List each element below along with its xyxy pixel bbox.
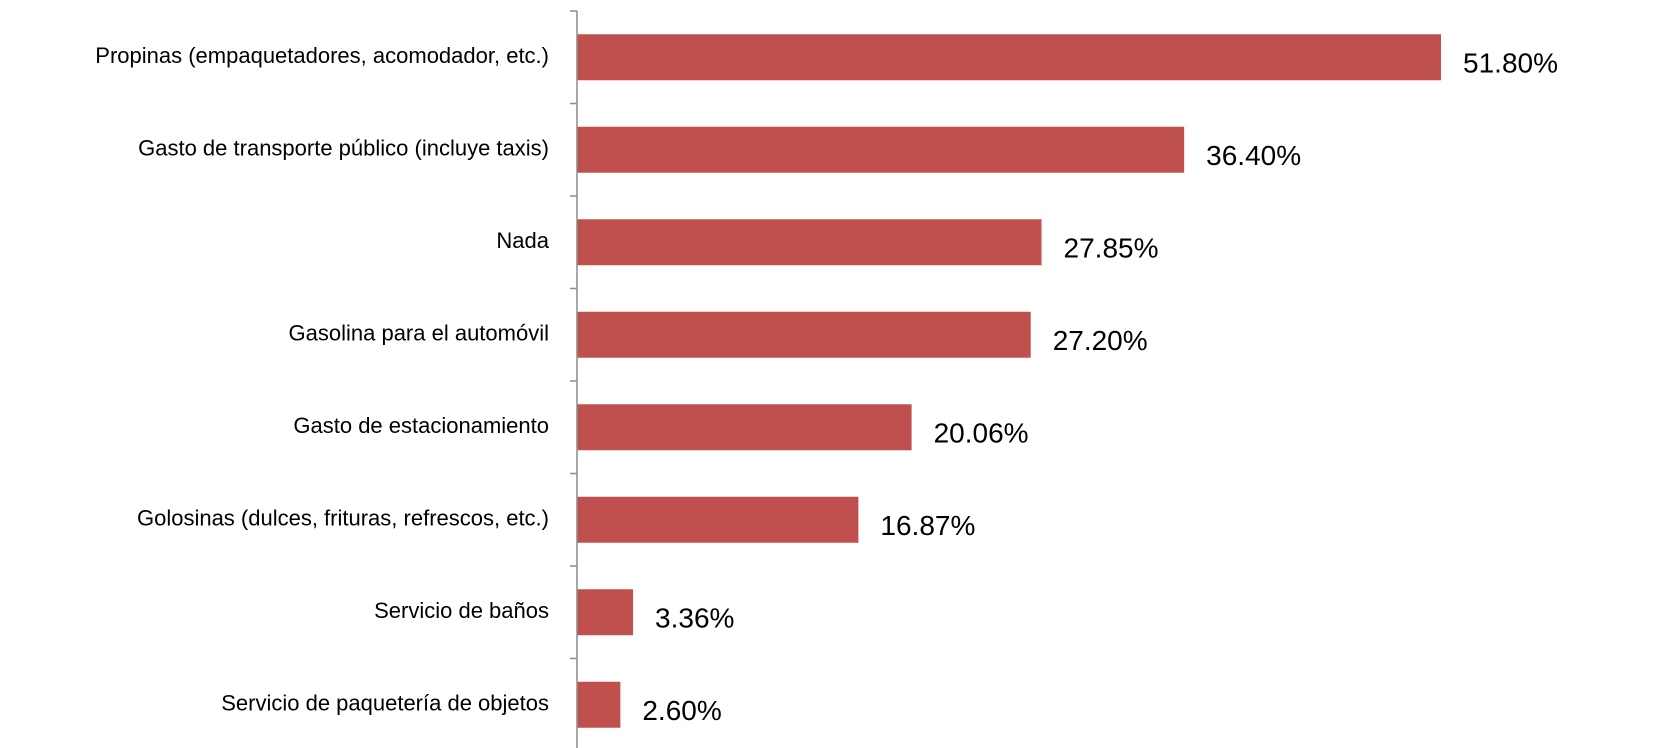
bar — [577, 219, 1042, 266]
category-label: Gasolina para el automóvil — [289, 321, 549, 346]
axis-ticks — [570, 10, 577, 660]
category-label: Servicio de paquetería de objetos — [221, 691, 549, 716]
value-label: 3.36% — [655, 603, 734, 634]
value-label: 16.87% — [880, 510, 975, 541]
value-label: 27.85% — [1064, 233, 1159, 264]
bar — [577, 589, 634, 636]
value-label: 27.20% — [1053, 325, 1148, 356]
category-label: Golosinas (dulces, frituras, refrescos, … — [137, 506, 549, 531]
category-label: Servicio de baños — [374, 598, 549, 623]
bar — [577, 34, 1442, 81]
value-label: 2.60% — [642, 695, 721, 726]
bar — [577, 496, 859, 543]
value-label: 36.40% — [1206, 140, 1301, 171]
category-label: Nada — [496, 228, 549, 253]
category-label: Gasto de estacionamiento — [293, 413, 549, 438]
bar — [577, 681, 621, 728]
value-labels: 51.80% 36.40% 27.85% 27.20% 20.06% 16.87% 3.36… — [642, 48, 1558, 727]
bar — [577, 311, 1031, 358]
category-label: Propinas (empaquetadores, acomodador, et… — [95, 43, 549, 68]
bar — [577, 126, 1185, 173]
category-label: Gasto de transporte público (incluye tax… — [138, 136, 549, 161]
value-label: 51.80% — [1463, 48, 1558, 79]
bars-group — [577, 34, 1442, 728]
value-label: 20.06% — [934, 418, 1029, 449]
bar — [577, 404, 912, 451]
category-labels: Propinas (empaquetadores, acomodador, et… — [95, 43, 549, 716]
